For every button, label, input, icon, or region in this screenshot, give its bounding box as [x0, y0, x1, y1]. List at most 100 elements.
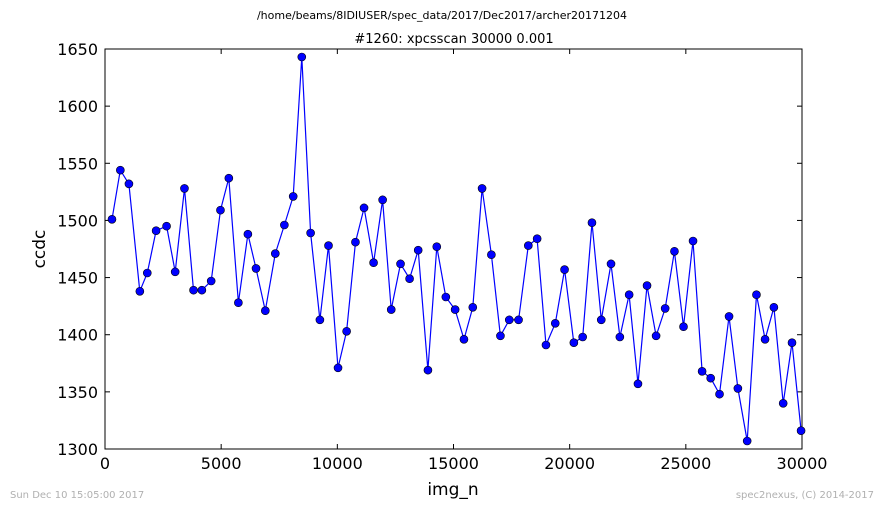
data-point	[778, 398, 788, 408]
data-point	[468, 302, 478, 312]
data-point	[606, 259, 616, 269]
data-point	[243, 229, 253, 239]
x-tick-label: 0	[100, 454, 110, 473]
y-tick-label: 1450	[57, 269, 98, 288]
x-tick-label: 15000	[428, 454, 479, 473]
data-point	[642, 281, 652, 290]
data-point	[333, 363, 343, 373]
x-tick-label: 30000	[777, 454, 828, 473]
data-point	[189, 285, 198, 295]
data-point	[351, 237, 360, 247]
data-point	[441, 292, 451, 302]
data-point	[724, 312, 734, 321]
chart-title: #1260: xpcsscan 30000 0.001	[354, 32, 553, 47]
data-point	[524, 241, 533, 250]
x-tick-label: 25000	[660, 454, 711, 473]
data-point	[697, 366, 707, 376]
data-point	[569, 338, 579, 348]
data-point	[633, 379, 643, 389]
data-point	[251, 264, 261, 273]
timestamp-footer: Sun Dec 10 15:05:00 2017	[10, 490, 144, 501]
data-point	[679, 322, 688, 332]
data-point	[234, 298, 243, 308]
data-point	[742, 436, 752, 446]
y-axis-label: ccdc	[30, 230, 50, 269]
data-point	[514, 315, 523, 325]
data-point	[271, 249, 280, 258]
plot-area-frame	[104, 48, 803, 450]
data-point	[280, 220, 289, 230]
data-point	[162, 221, 171, 231]
x-tick-label: 10000	[312, 454, 363, 473]
data-point	[135, 286, 145, 296]
data-point	[359, 203, 369, 213]
y-tick-label: 1650	[57, 40, 98, 59]
data-point	[532, 234, 542, 244]
data-point	[706, 373, 715, 383]
data-point	[342, 326, 351, 336]
data-point	[651, 331, 661, 341]
credit-footer: spec2nexus, (C) 2014-2017	[736, 490, 874, 501]
data-point	[297, 52, 307, 62]
data-point	[578, 332, 587, 342]
data-point	[224, 173, 234, 183]
data-point	[324, 241, 333, 250]
data-point	[216, 205, 225, 215]
y-tick-label: 1600	[57, 97, 98, 116]
data-point	[715, 389, 724, 399]
data-point	[197, 285, 207, 295]
data-point	[151, 226, 161, 236]
data-point	[450, 305, 460, 314]
data-point	[615, 332, 625, 342]
data-point	[386, 305, 396, 314]
data-point	[315, 315, 325, 325]
data-point	[124, 179, 134, 189]
axis-ticks: 0 5000 10000 15000 20000 25000 30000 1300 1350 14…	[57, 40, 827, 473]
data-point	[541, 340, 551, 350]
data-point	[504, 315, 514, 325]
data-point	[550, 318, 560, 328]
data-point	[624, 290, 634, 300]
x-tick-label: 20000	[544, 454, 595, 473]
data-point	[378, 195, 387, 205]
data-point	[369, 258, 378, 268]
data-point	[487, 250, 496, 260]
data-point	[432, 242, 442, 252]
data-point	[688, 236, 698, 246]
y-tick-label: 1400	[57, 326, 98, 345]
data-point	[423, 365, 433, 375]
data-point	[288, 192, 298, 201]
data-point	[459, 334, 469, 344]
data-point	[733, 384, 743, 393]
y-tick-label: 1550	[57, 154, 98, 173]
x-axis-label: img_n	[427, 480, 478, 500]
data-point	[142, 268, 152, 278]
data-point	[180, 184, 189, 193]
y-tick-label: 1300	[57, 440, 98, 459]
file-path-header: /home/beams/8IDIUSER/spec_data/2017/Dec2…	[257, 9, 627, 22]
data-point	[670, 246, 679, 256]
data-point	[769, 302, 779, 312]
data-point	[306, 228, 315, 238]
data-point	[477, 184, 487, 193]
data-point	[396, 259, 405, 269]
data-point	[787, 338, 797, 348]
data-series	[107, 52, 806, 446]
y-tick-label: 1500	[57, 211, 98, 230]
data-point	[170, 267, 180, 277]
data-point	[116, 165, 125, 175]
data-point	[596, 315, 606, 325]
data-point	[413, 245, 423, 255]
data-point	[560, 265, 569, 274]
data-point	[796, 426, 806, 436]
data-point	[206, 276, 216, 286]
data-point	[752, 290, 761, 300]
y-tick-label: 1350	[57, 383, 98, 402]
data-point	[660, 304, 670, 313]
data-point	[261, 306, 270, 316]
data-point	[496, 331, 505, 341]
x-tick-label: 5000	[201, 454, 242, 473]
data-point	[760, 334, 770, 344]
